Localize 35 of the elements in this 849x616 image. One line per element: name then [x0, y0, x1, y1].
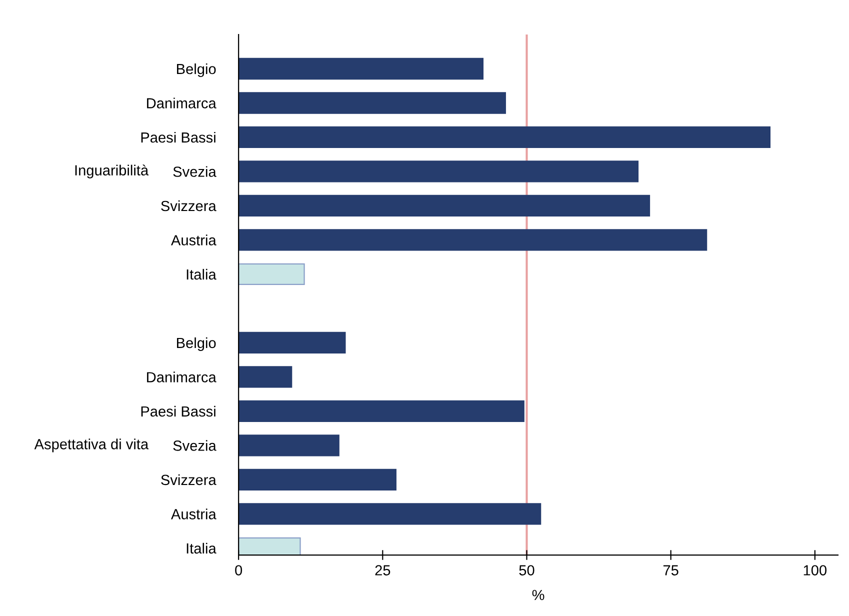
bar	[238, 332, 346, 354]
text: Aspettativa di vita	[34, 438, 149, 452]
y-tick-label: Danimarca	[147, 98, 216, 108]
y-tick-label: Belgio	[177, 337, 216, 352]
x-tick-label: 50	[519, 565, 534, 576]
bar	[238, 194, 650, 217]
bar	[238, 92, 506, 114]
bar	[238, 503, 542, 525]
x-tick-label: 100	[804, 565, 827, 576]
bar	[238, 434, 340, 456]
x-tick-label: 25	[375, 565, 390, 576]
x-axis-title: %	[532, 590, 544, 600]
bar	[238, 468, 396, 491]
y-tick-label: Italia	[186, 542, 216, 554]
bar	[238, 229, 708, 251]
bar	[238, 366, 292, 388]
x-tick-label: 0	[235, 565, 242, 576]
y-tick-label: Austria	[170, 234, 216, 246]
y-tick-label: Italia	[186, 268, 216, 280]
y-tick-label: Austria	[170, 508, 216, 520]
bar	[238, 400, 524, 422]
bar	[238, 126, 771, 148]
y-tick-label: Svizzera	[161, 474, 216, 486]
y-tick-label: Svizzera	[161, 200, 216, 212]
text: Inguaribilità	[75, 164, 149, 178]
y-tick-label: Paesi Bassi	[141, 132, 216, 143]
y-tick-label: Svezia	[173, 166, 216, 177]
y-tick-label: Paesi Bassi	[141, 406, 216, 417]
x-tick-label: 75	[663, 565, 678, 576]
bar	[238, 160, 639, 182]
bar	[238, 263, 305, 286]
y-tick-label: Danimarca	[147, 372, 216, 382]
y-tick-label: Belgio	[177, 63, 216, 78]
y-tick-label: Svezia	[173, 440, 216, 451]
bar	[238, 58, 484, 80]
